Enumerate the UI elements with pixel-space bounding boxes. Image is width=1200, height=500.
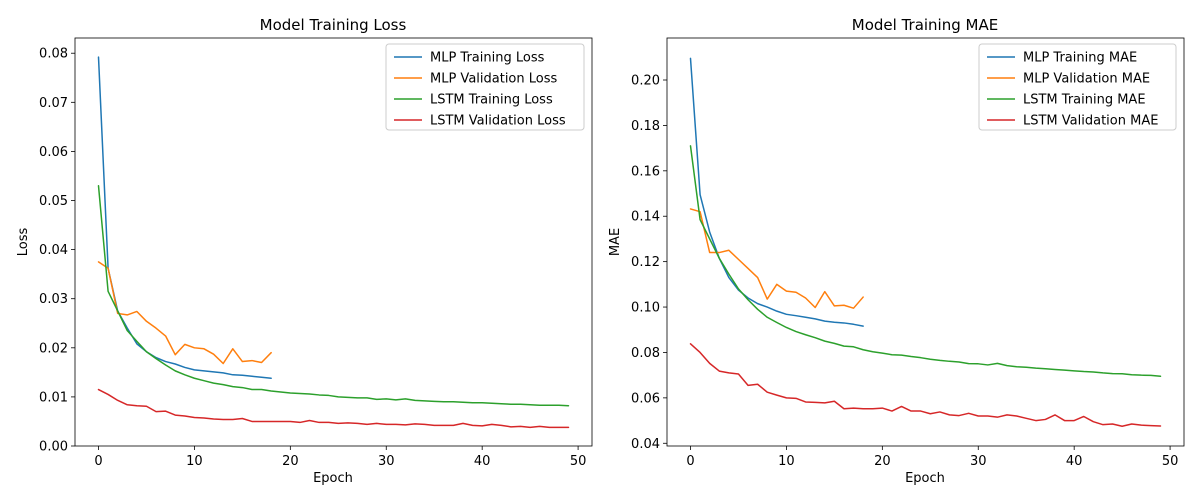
loss-chart: Model Training Loss Epoch Loss 0 10 20 30 40… — [16, 16, 593, 486]
mae-chart-legend-label: LSTM Training MAE — [1023, 93, 1146, 108]
mae-chart-ticks: 0 10 20 30 40 50 0.04 0.06 0.08 0.10 0.12 0.14 0.16 0… — [631, 74, 1178, 469]
mae-chart-series-line-3 — [689, 145, 1162, 378]
mae-chart-ytick-label: 0.10 — [631, 301, 660, 316]
mae-chart-legend-label: LSTM Validation MAE — [1023, 114, 1158, 129]
loss-chart-xtick-label: 30 — [378, 454, 395, 469]
loss-chart-legend-label: MLP Training Loss — [430, 51, 545, 66]
loss-chart-ytick-label: 0.06 — [39, 145, 68, 160]
loss-chart-ytick-label: 0.05 — [39, 194, 68, 209]
loss-chart-lines — [97, 56, 570, 429]
loss-chart-legend-label: LSTM Validation Loss — [430, 114, 566, 129]
loss-chart-series-line-4 — [97, 388, 570, 429]
loss-chart-ylabel: Loss — [16, 228, 31, 257]
mae-chart-legend-label: MLP Training MAE — [1023, 51, 1137, 66]
mae-chart-ytick-label: 0.18 — [631, 119, 660, 134]
mae-chart-legend: MLP Training MAE MLP Validation MAE LSTM T… — [978, 43, 1177, 131]
mae-chart-xtick-label: 10 — [778, 454, 795, 469]
loss-chart-legend: MLP Training Loss MLP Validation Loss LSTM… — [385, 43, 585, 131]
mae-chart-title: Model Training MAE — [852, 16, 998, 34]
mae-chart-xtick-label: 30 — [970, 454, 987, 469]
loss-chart-legend-label: LSTM Training Loss — [430, 93, 553, 108]
mae-chart-xtick-label: 0 — [686, 454, 694, 469]
loss-chart-ytick-label: 0.03 — [39, 292, 68, 307]
loss-chart-ytick-label: 0.00 — [39, 440, 68, 455]
mae-chart-xtick-label: 40 — [1066, 454, 1083, 469]
mae-chart-ylabel: MAE — [608, 228, 623, 256]
loss-chart-xtick-label: 0 — [94, 454, 102, 469]
mae-chart-ytick-label: 0.06 — [631, 391, 660, 406]
mae-chart-xtick-label: 20 — [874, 454, 891, 469]
mae-chart-legend-box — [978, 43, 1177, 131]
loss-chart-ytick-label: 0.08 — [39, 47, 68, 62]
mae-chart-ytick-label: 0.04 — [631, 437, 660, 452]
mae-chart-legend-label: MLP Validation MAE — [1023, 72, 1150, 87]
mae-chart-ytick-label: 0.14 — [631, 210, 660, 225]
loss-chart-series-line-3 — [97, 185, 570, 407]
mae-chart-ytick-label: 0.08 — [631, 346, 660, 361]
loss-chart-xtick-label: 20 — [282, 454, 299, 469]
loss-chart-ytick-label: 0.04 — [39, 243, 68, 258]
loss-chart-title: Model Training Loss — [260, 16, 407, 34]
mae-chart-ytick-label: 0.20 — [631, 74, 660, 89]
mae-chart-ytick-label: 0.16 — [631, 164, 660, 179]
loss-chart-ytick-label: 0.02 — [39, 341, 68, 356]
loss-chart-frame — [74, 37, 593, 447]
loss-chart-ytick-label: 0.07 — [39, 96, 68, 111]
loss-chart-xlabel: Epoch — [313, 471, 353, 486]
loss-chart-legend-box — [385, 43, 585, 131]
loss-chart-ytick-label: 0.01 — [39, 390, 68, 405]
loss-chart-xtick-label: 50 — [570, 454, 587, 469]
mae-chart-xlabel: Epoch — [905, 471, 945, 486]
mae-chart-ytick-label: 0.12 — [631, 255, 660, 270]
loss-chart-xtick-label: 40 — [474, 454, 491, 469]
mae-chart-frame — [666, 37, 1185, 447]
mae-chart-series-line-4 — [689, 343, 1162, 427]
mae-chart-series-line-2 — [689, 208, 864, 309]
mae-chart: Model Training MAE Epoch MAE 0 10 20 30 40 50… — [608, 16, 1185, 486]
loss-chart-series-line-1 — [97, 56, 272, 379]
mae-chart-xtick-label: 50 — [1162, 454, 1179, 469]
mae-chart-lines — [689, 57, 1162, 427]
loss-chart-xtick-label: 10 — [186, 454, 203, 469]
loss-chart-ticks: 0 10 20 30 40 50 0.00 0.01 0.02 0.03 0.04 0.05 0.06 0… — [39, 47, 586, 469]
loss-chart-series-line-2 — [97, 261, 272, 365]
loss-chart-legend-label: MLP Validation Loss — [430, 72, 557, 87]
